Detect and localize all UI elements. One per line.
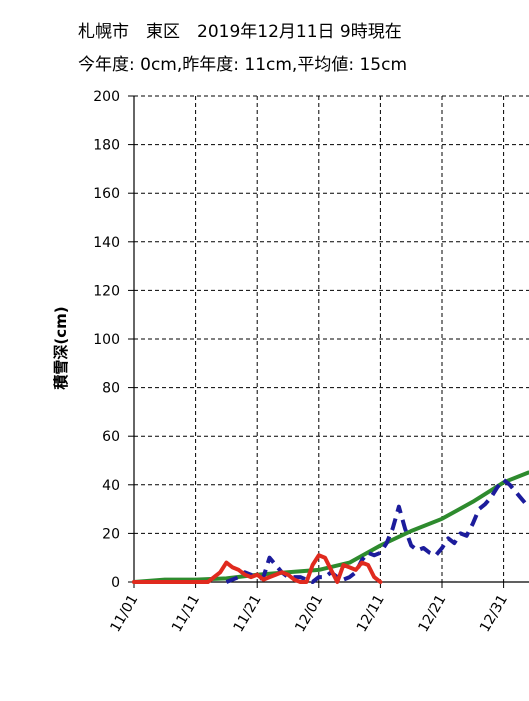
series-lines bbox=[132, 470, 529, 584]
y-tick-label: 120 bbox=[93, 283, 120, 299]
x-tick-labels: 11/01 11/11 11/21 12/01 12/11 12/21 12/31 bbox=[107, 592, 511, 635]
x-tick-label: 11/01 bbox=[107, 592, 141, 635]
x-tick-label: 12/21 bbox=[415, 592, 449, 635]
grid bbox=[134, 95, 529, 582]
x-tick-label: 12/01 bbox=[292, 592, 326, 635]
x-tick-label: 12/31 bbox=[477, 592, 511, 635]
x-tick-label: 12/11 bbox=[354, 592, 388, 635]
y-tick-label: 200 bbox=[93, 89, 120, 105]
y-axis-label: 積雪深(cm) bbox=[52, 306, 70, 390]
y-tick-labels: 0 20 40 60 80 100 120 140 160 180 200 bbox=[93, 89, 120, 591]
axes bbox=[128, 95, 529, 588]
chart-subtitle: 今年度: 0cm,昨年度: 11cm,平均値: 15cm bbox=[78, 55, 408, 75]
y-tick-label: 80 bbox=[102, 381, 120, 397]
y-tick-label: 60 bbox=[102, 429, 120, 445]
series-line-0 bbox=[132, 470, 529, 584]
y-tick-label: 100 bbox=[93, 332, 120, 348]
y-tick-label: 180 bbox=[93, 138, 120, 154]
series-line-2 bbox=[132, 553, 383, 584]
y-tick-label: 160 bbox=[93, 186, 120, 202]
chart-title: 札幌市 東区 2019年12月11日 9時現在 bbox=[78, 22, 402, 42]
y-tick-label: 140 bbox=[93, 235, 120, 251]
y-tick-label: 20 bbox=[102, 526, 120, 542]
x-tick-label: 11/11 bbox=[169, 592, 203, 635]
y-tick-label: 0 bbox=[111, 575, 120, 591]
x-tick-label: 11/21 bbox=[231, 592, 265, 635]
y-tick-label: 40 bbox=[102, 478, 120, 494]
